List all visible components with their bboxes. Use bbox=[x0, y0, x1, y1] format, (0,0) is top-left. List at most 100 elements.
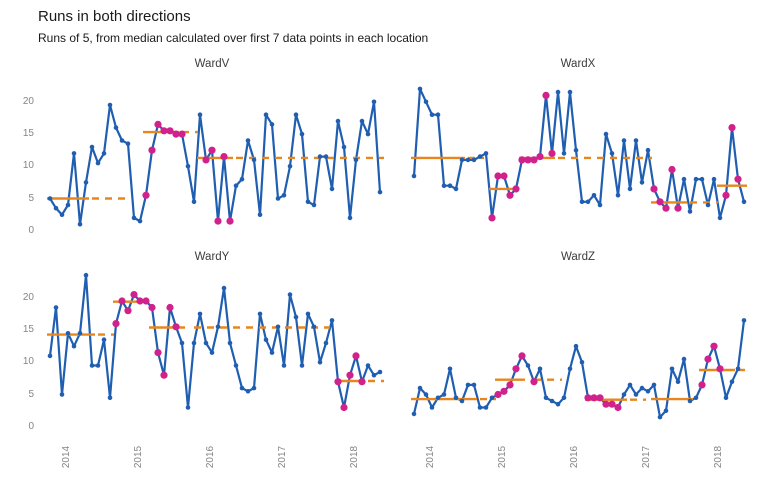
data-point bbox=[669, 366, 675, 372]
data-point bbox=[239, 176, 245, 182]
y-axis-label: 5 bbox=[28, 388, 34, 400]
data-point bbox=[275, 324, 281, 330]
data-point bbox=[561, 151, 567, 156]
data-point bbox=[741, 199, 747, 205]
data-point bbox=[615, 193, 621, 198]
data-point bbox=[693, 395, 699, 401]
facet-plot-wardy bbox=[47, 272, 384, 412]
x-axis-label: 2018 bbox=[349, 445, 360, 469]
signal-point bbox=[346, 371, 354, 379]
data-point bbox=[591, 193, 597, 198]
data-point bbox=[257, 212, 263, 217]
signal-point bbox=[148, 146, 156, 154]
data-point bbox=[263, 112, 269, 117]
signal-point bbox=[512, 365, 520, 373]
data-point bbox=[681, 356, 687, 362]
data-point bbox=[59, 212, 65, 217]
signal-point bbox=[494, 390, 502, 399]
data-point bbox=[347, 215, 353, 221]
data-point bbox=[95, 160, 101, 166]
y-axis-label: 0 bbox=[28, 420, 34, 432]
data-point bbox=[101, 151, 107, 156]
data-point bbox=[573, 343, 579, 349]
x-axis-label: 2016 bbox=[569, 445, 580, 469]
data-point bbox=[729, 379, 735, 384]
signal-point bbox=[154, 120, 162, 128]
signal-point bbox=[698, 381, 706, 389]
data-point bbox=[83, 272, 89, 278]
data-point bbox=[233, 363, 239, 368]
data-point bbox=[251, 157, 257, 163]
data-point bbox=[335, 118, 341, 124]
data-point bbox=[131, 215, 137, 221]
data-point bbox=[645, 389, 651, 394]
signal-point bbox=[518, 352, 526, 360]
data-point bbox=[555, 89, 561, 95]
data-point bbox=[191, 199, 197, 205]
signal-point bbox=[602, 400, 610, 408]
data-point bbox=[447, 366, 453, 372]
data-point bbox=[299, 363, 305, 368]
data-point bbox=[477, 405, 483, 410]
x-axis-label: 2015 bbox=[133, 445, 144, 469]
signal-point bbox=[530, 378, 538, 386]
data-point bbox=[281, 193, 287, 198]
signal-point bbox=[220, 153, 228, 161]
series-line bbox=[412, 87, 746, 219]
data-point bbox=[657, 414, 663, 420]
data-point bbox=[465, 157, 471, 163]
data-point bbox=[65, 331, 71, 336]
data-point bbox=[477, 154, 483, 159]
data-point bbox=[281, 363, 287, 368]
data-point bbox=[639, 180, 645, 185]
signal-point bbox=[614, 403, 622, 412]
data-point bbox=[681, 176, 687, 182]
x-axis-label: 2014 bbox=[61, 445, 72, 469]
data-point bbox=[233, 183, 239, 188]
x-axis-label: 2015 bbox=[497, 445, 508, 469]
signal-point bbox=[136, 297, 144, 305]
data-point bbox=[311, 324, 317, 330]
data-point bbox=[525, 363, 531, 368]
data-point bbox=[209, 350, 215, 355]
signal-point bbox=[148, 303, 156, 312]
data-point bbox=[417, 86, 423, 92]
y-axis-label: 15 bbox=[22, 324, 34, 336]
signal-point bbox=[728, 124, 736, 132]
signal-point bbox=[596, 394, 604, 402]
data-point bbox=[71, 151, 77, 156]
signal-point bbox=[334, 378, 342, 386]
data-point bbox=[215, 324, 221, 330]
data-point bbox=[47, 196, 53, 201]
signal-point bbox=[650, 185, 658, 193]
data-point bbox=[699, 176, 705, 182]
data-point bbox=[573, 147, 579, 153]
signal-point bbox=[124, 307, 132, 315]
data-point bbox=[453, 186, 459, 192]
facet-plot-wardz bbox=[411, 318, 748, 420]
data-point bbox=[411, 173, 417, 179]
data-point bbox=[257, 311, 263, 317]
signal-point bbox=[530, 156, 538, 164]
data-point bbox=[435, 112, 441, 117]
y-axis-label: 20 bbox=[22, 95, 34, 107]
data-point bbox=[269, 122, 275, 127]
data-point bbox=[365, 131, 371, 137]
data-point bbox=[275, 196, 281, 201]
data-point bbox=[185, 164, 191, 169]
signal-point bbox=[548, 149, 556, 157]
data-point bbox=[453, 395, 459, 401]
facet-plot-wardx bbox=[411, 86, 747, 222]
signal-point bbox=[716, 365, 724, 373]
data-point bbox=[239, 385, 245, 391]
facet-panel-wardy bbox=[40, 272, 385, 437]
data-point bbox=[441, 183, 447, 188]
data-point bbox=[663, 408, 669, 413]
data-point bbox=[353, 157, 359, 163]
signal-point bbox=[160, 371, 168, 379]
signal-point bbox=[512, 185, 520, 193]
y-axis-label: 15 bbox=[22, 128, 34, 140]
data-point bbox=[377, 189, 383, 195]
data-point bbox=[311, 202, 317, 208]
data-point bbox=[579, 199, 585, 205]
